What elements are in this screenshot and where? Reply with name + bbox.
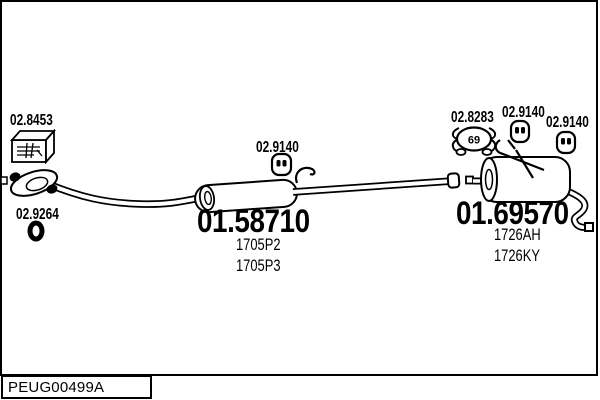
part-label-hanger-rear-right: 02.9140 — [546, 114, 589, 131]
rear-silencer — [473, 156, 571, 203]
tail-pipe — [558, 184, 589, 231]
hanger-rods — [494, 139, 545, 179]
rubber-hanger-rear-left-icon — [509, 119, 531, 144]
part-label-mounting-kit: 02.8453 — [10, 112, 53, 129]
rear-silencer-part-number: 01.69570 — [456, 195, 569, 231]
part-label-flange-gasket: 02.8283 — [451, 109, 494, 126]
rubber-hanger-mid-icon — [270, 152, 293, 177]
flange-gasket-mark: 69 — [468, 135, 480, 147]
diagram-frame — [0, 0, 598, 376]
seal-ring-icon — [27, 220, 45, 242]
catalog-code-box: PEUG00499A — [1, 375, 152, 399]
rear-silencer-oe-ref-2: 1726KY — [494, 246, 540, 265]
part-label-seal-ring: 02.9264 — [16, 206, 59, 223]
mid-silencer-oe-ref-1: 1705P2 — [236, 235, 281, 254]
tail-pipe-end — [584, 222, 594, 232]
pipe-hook-icon — [295, 166, 316, 184]
connecting-pipe — [292, 172, 474, 196]
rubber-hanger-rear-right-icon — [555, 130, 577, 155]
mounting-kit-box-icon — [9, 128, 57, 165]
part-label-hanger-mid: 02.9140 — [256, 139, 299, 156]
part-label-hanger-rear-left: 02.9140 — [502, 104, 545, 121]
pipe-connector-square — [465, 175, 474, 185]
mid-silencer-oe-ref-2: 1705P3 — [236, 256, 281, 275]
rear-silencer-oe-ref-1: 1726AH — [494, 225, 541, 244]
front-pipe — [46, 180, 206, 208]
mid-silencer-part-number: 01.58710 — [197, 203, 310, 239]
front-flange-icon — [0, 169, 59, 197]
catalog-code: PEUG00499A — [8, 378, 105, 396]
flange-gasket-icon: 69 — [451, 126, 497, 156]
